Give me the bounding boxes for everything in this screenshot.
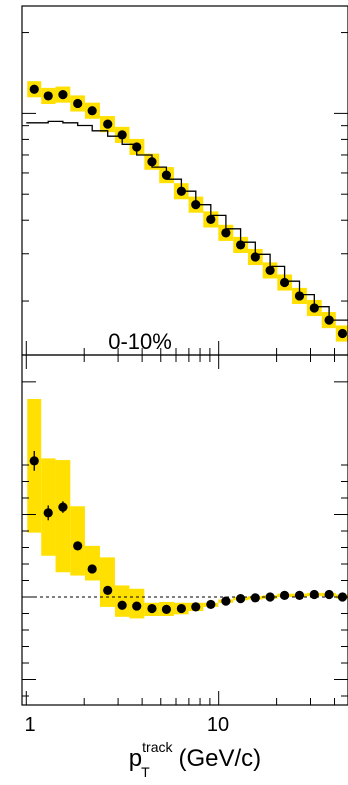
top-data-point	[206, 214, 216, 225]
top-data-point	[250, 252, 260, 262]
bottom-data-point	[161, 604, 172, 614]
top-data-point	[265, 265, 275, 276]
bottom-sys-box	[99, 557, 115, 607]
top-data-point	[161, 170, 172, 180]
top-step-line	[26, 120, 348, 321]
top-data-point	[309, 303, 319, 313]
bottom-sys-box	[55, 460, 71, 573]
bottom-data-point	[43, 508, 53, 518]
bottom-data-point	[117, 600, 127, 610]
bottom-data-point	[250, 593, 260, 603]
bottom-panel	[22, 399, 348, 619]
top-data-point	[87, 106, 97, 116]
top-data-point	[294, 291, 305, 301]
top-data-point	[147, 157, 157, 167]
top-data-point	[176, 186, 186, 196]
bottom-data-point	[309, 589, 319, 600]
bottom-data-point	[73, 541, 83, 551]
bottom-data-point	[132, 601, 142, 611]
top-data-point	[221, 228, 231, 238]
top-data-point	[29, 84, 39, 94]
bottom-data-point	[58, 502, 68, 512]
top-data-point	[58, 89, 68, 100]
bottom-data-point	[206, 599, 216, 610]
bottom-data-point	[279, 590, 290, 600]
bottom-data-point	[103, 585, 113, 596]
bottom-data-point	[191, 602, 201, 612]
top-data-point	[191, 200, 201, 210]
x-axis-label: ptrack (GeV/c)	[129, 739, 261, 772]
x-tick-label-1: 1	[24, 714, 35, 736]
bottom-data-point	[221, 596, 231, 606]
top-data-point	[132, 142, 142, 152]
bottom-sys-box	[84, 545, 100, 581]
bottom-data-point	[324, 589, 334, 600]
bottom-data-point	[147, 603, 157, 614]
top-data-point	[117, 130, 127, 140]
bottom-panel-frame	[21, 354, 348, 706]
bottom-data-point	[294, 590, 305, 600]
top-data-point	[43, 91, 53, 101]
centrality-label: 0-10%	[108, 329, 172, 354]
x-tick-label-10: 10	[207, 714, 229, 736]
bottom-data-point	[236, 594, 246, 604]
bottom-data-point	[87, 564, 97, 574]
bottom-data-point	[265, 592, 275, 602]
bottom-data-point	[176, 603, 186, 614]
top-panel	[26, 81, 348, 342]
axis-ticks	[22, 32, 348, 705]
top-data-point	[73, 98, 83, 109]
top-data-point	[279, 277, 290, 288]
top-data-point	[236, 240, 246, 250]
top-data-point	[337, 328, 348, 339]
top-data-point	[324, 315, 334, 325]
top-data-point	[103, 119, 113, 129]
bottom-sys-box	[70, 506, 85, 576]
bottom-data-point	[29, 456, 39, 466]
x-axis-label-subscript: T	[141, 764, 150, 780]
panel-frames	[21, 5, 348, 706]
